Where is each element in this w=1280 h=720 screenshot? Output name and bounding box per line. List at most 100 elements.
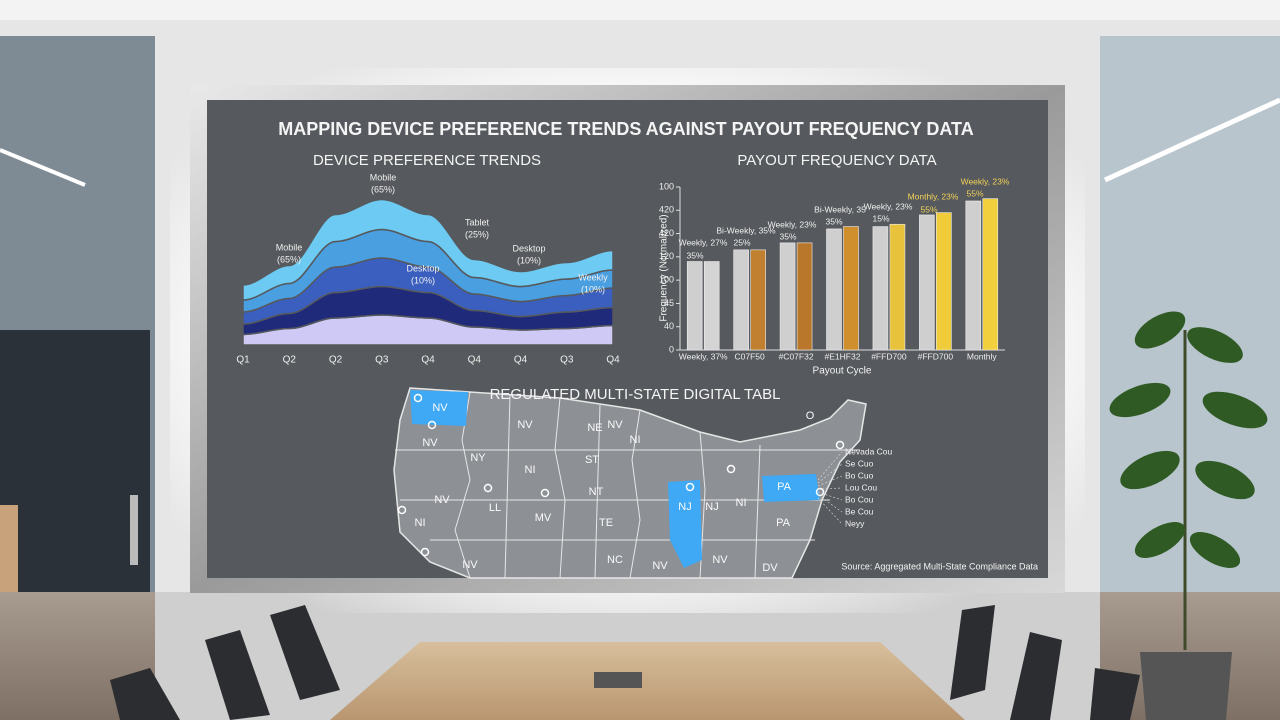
map-pin [427,420,437,430]
y-tick-label: 420 [659,205,674,215]
pot [1140,652,1232,720]
x-tick-label: Q1 [236,355,250,366]
annotation: Monthly, 23% [908,191,959,201]
y-tick-label: 40 [664,321,674,331]
callout-label: Neyy [845,518,865,528]
bar [936,212,952,351]
annotation: Desktop [406,263,439,273]
annotation: Tablet [465,217,490,227]
x-tick-label: Monthly [967,351,998,361]
annotation: Mobile [370,172,397,182]
x-tick-label: Q4 [514,355,528,366]
map-pin [540,488,550,498]
x-tick-label: Q4 [606,355,620,366]
state-label: NE [587,422,602,434]
callout-line [817,497,843,525]
bar [796,242,813,351]
map-pin [413,393,423,403]
ceiling-light [1103,97,1280,183]
table [330,642,965,720]
area-layer [242,198,614,301]
x-tick-label: Q3 [560,355,574,366]
callout-label: Bo Cuo [845,470,874,480]
state-borders [395,391,860,579]
callout-label: Nevada Cou [845,446,893,456]
chart-title: PAYOUT FREQUENCY DATA [737,152,936,169]
map-pin [815,487,825,497]
y-tick-label: 100 [659,275,674,285]
ceiling [0,0,1280,20]
bar [889,223,906,351]
x-tick-label: Q2 [283,355,297,366]
state-label: NI [736,497,747,509]
bar [826,228,842,351]
x-tick-label: Q4 [468,355,482,366]
state-label: NV [462,559,478,571]
annotation: 35% [825,216,842,226]
table-port [594,672,642,688]
bar [872,226,889,351]
annotation: 25% [733,237,750,247]
annotation: Weekly, 23% [864,201,913,211]
state-label: ST [585,454,599,466]
server-racks [0,330,150,595]
bar [703,261,720,351]
window-right [1100,36,1280,616]
state-label: PA [777,481,792,493]
callout-line [817,463,843,484]
map-title: REGULATED MULTI-STATE DIGITAL TABL [490,386,781,403]
source: Source: Aggregated Multi-State Complianc… [841,561,1038,571]
annotation: Weekly, 23% [768,219,817,229]
map-pin [835,440,845,450]
y-axis-label: Frequency (Normalized) [659,214,670,321]
state-label: MV [535,512,552,524]
x-tick-label: Q4 [421,355,435,366]
state-label: NV [432,402,448,414]
state-label: NV [607,419,623,431]
state-label: O [806,410,815,422]
state-label: DV [762,562,778,574]
plant [1109,311,1268,720]
main-title: MAPPING DEVICE PREFERENCE TRENDS AGAINST… [278,119,973,139]
chairs [110,605,1140,720]
map-pin [397,505,407,515]
bar [733,249,749,351]
callout-line [817,475,843,487]
state-highlight [668,480,702,568]
state-label: PA [776,517,791,529]
state-highlight [762,474,820,502]
state-label: NV [434,494,450,506]
state-label: TE [599,517,613,529]
y-tick-label: 120 [659,251,674,261]
annotation: (10%) [581,284,605,294]
annotation: Weekly, 27% [679,237,728,247]
bar [843,226,859,351]
callout-line [817,491,843,501]
annotation: (65%) [277,254,301,264]
annotation: 55% [966,188,983,198]
ceiling-light [0,148,86,187]
callout-line [817,487,843,490]
state-label: NV [652,560,668,572]
callout-label: Be Cou [845,506,874,516]
callout-label: Bo Cou [845,494,874,504]
y-tick-label: 0 [669,344,674,354]
map-pin [685,482,695,492]
bar [750,249,766,351]
callout-label: Se Cuo [845,458,874,468]
state-label: NI [525,464,536,476]
state-highlight [410,390,468,426]
x-tick-label: #E1HF32 [825,351,861,361]
annotation: 55% [920,204,937,214]
bar [919,214,935,351]
x-tick-label: Weekly, 37% [679,351,728,361]
state-label: NV [712,554,728,566]
bar [965,200,982,351]
cabinet [0,505,18,615]
y-tick-label: 100 [659,181,674,191]
bar [779,242,796,351]
annotation: Weekly [578,272,608,282]
x-tick-label: C07F50 [735,351,766,361]
state-label: NT [589,486,604,498]
